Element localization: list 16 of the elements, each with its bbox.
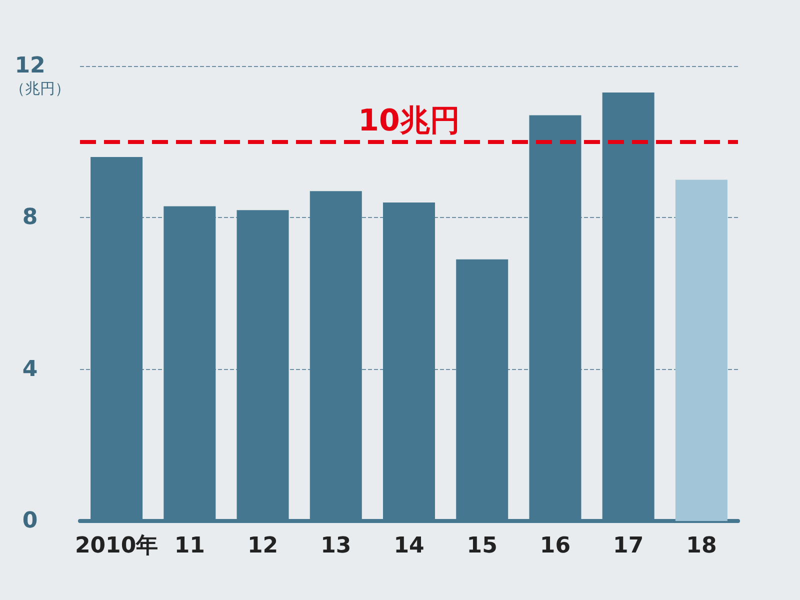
x-tick-label: 18 <box>686 534 717 558</box>
x-tick-label: 15 <box>466 534 498 558</box>
x-tick-label: 14 <box>394 534 424 558</box>
x-tick-label: 11 <box>174 534 205 558</box>
y-tick-label: 12 <box>14 54 46 78</box>
x-tick-label: 17 <box>613 534 644 558</box>
y-tick-label: 4 <box>22 356 38 382</box>
y-tick-label: 8 <box>22 205 38 230</box>
x-tick-label: 12 <box>247 534 278 558</box>
x-tick-label: 16 <box>540 534 571 558</box>
bar <box>675 180 728 521</box>
ref-line-label: 10兆円 <box>358 103 460 138</box>
y-tick-label: 0 <box>22 508 38 534</box>
y-axis-title: （兆円） <box>10 80 70 98</box>
x-tick-label: 13 <box>320 534 352 558</box>
x-tick-label: 2010年 <box>74 534 158 558</box>
